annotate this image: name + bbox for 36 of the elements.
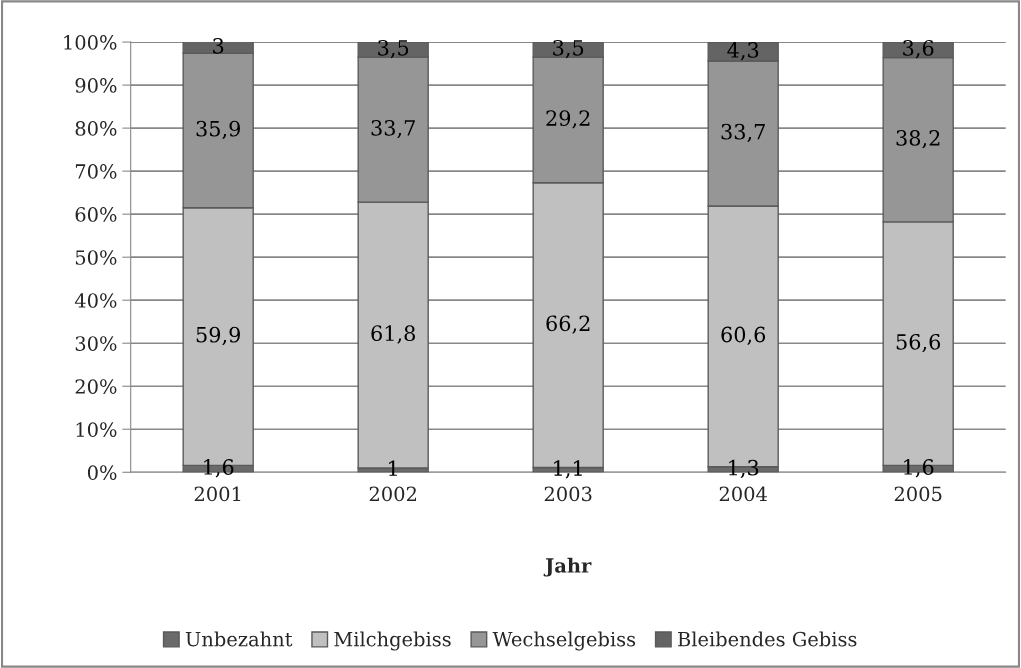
y-tick-label: 100% bbox=[64, 35, 117, 50]
y-tick-label: 30% bbox=[75, 336, 117, 351]
data-label: 29,2 bbox=[546, 110, 590, 129]
legend-label: Unbezahnt bbox=[185, 631, 293, 647]
y-tick-label: 60% bbox=[75, 207, 117, 222]
x-tick-label: 2002 bbox=[369, 486, 417, 502]
y-tick-label: 40% bbox=[74, 293, 117, 308]
data-label: 33,7 bbox=[721, 123, 765, 143]
data-label: 3 bbox=[213, 37, 224, 54]
y-tick-label: 20% bbox=[75, 379, 117, 394]
x-tick-label: 2004 bbox=[719, 486, 767, 502]
x-axis-title: Jahr bbox=[543, 557, 592, 577]
data-label: 66,2 bbox=[546, 315, 590, 334]
legend-label: Wechselgebiss bbox=[492, 631, 636, 651]
data-label: 3,5 bbox=[553, 39, 584, 59]
x-tick-label: 2005 bbox=[894, 486, 942, 502]
data-label: 60,6 bbox=[721, 326, 766, 345]
y-tick-label: 90% bbox=[75, 78, 117, 93]
x-tick-label: 2001 bbox=[194, 486, 241, 502]
x-tick-label: 2003 bbox=[544, 486, 592, 502]
y-tick-label: 10% bbox=[76, 422, 117, 437]
data-label: 3,5 bbox=[378, 39, 409, 59]
data-label: 56,6 bbox=[896, 333, 941, 353]
data-label: 59,9 bbox=[196, 326, 240, 346]
y-tick-label: 0% bbox=[87, 465, 117, 480]
legend-label: Milchgebiss bbox=[334, 631, 451, 651]
y-tick-label: 50% bbox=[75, 250, 117, 265]
data-label: 61,8 bbox=[371, 325, 415, 344]
y-tick-label: 70% bbox=[75, 164, 117, 179]
data-label: 3,6 bbox=[903, 40, 934, 59]
data-label: 35,9 bbox=[196, 120, 240, 140]
data-label: 38,2 bbox=[896, 130, 940, 149]
data-label: 33,7 bbox=[371, 119, 415, 139]
data-label: 4,3 bbox=[727, 42, 759, 61]
y-tick-label: 80% bbox=[75, 121, 117, 136]
legend-label: Bleibendes Gebiss bbox=[678, 631, 857, 647]
